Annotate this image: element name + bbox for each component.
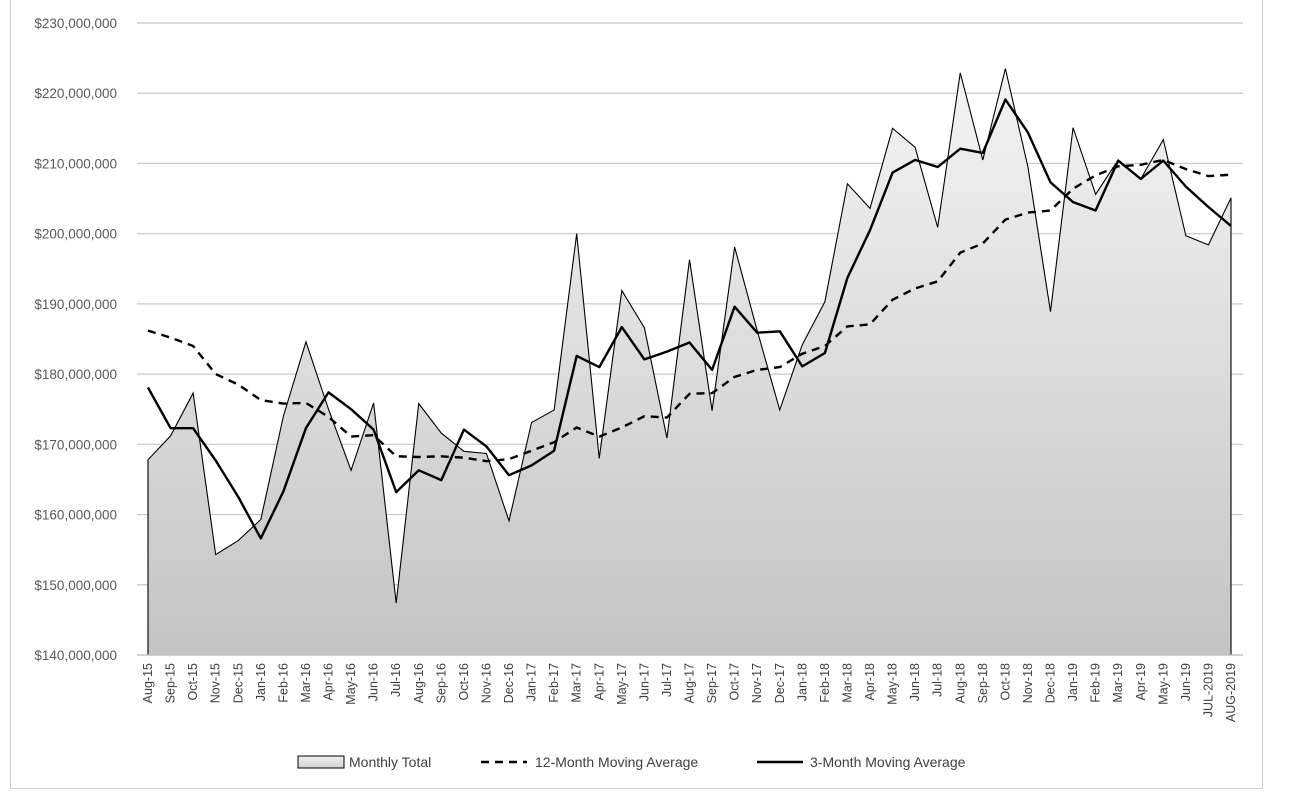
x-tick-label: Nov-16 bbox=[479, 663, 493, 703]
x-tick-label: Feb-18 bbox=[818, 663, 832, 703]
y-tick-label: $180,000,000 bbox=[34, 367, 117, 382]
y-tick-label: $210,000,000 bbox=[34, 156, 117, 171]
x-tick-label: Dec-18 bbox=[1044, 663, 1058, 703]
x-tick-label: Oct-16 bbox=[457, 663, 471, 701]
x-tick-label: May-17 bbox=[615, 663, 629, 705]
x-tick-label: Dec-17 bbox=[773, 663, 787, 703]
x-tick-label: Aug-17 bbox=[683, 663, 697, 703]
x-tick-label: Apr-19 bbox=[1134, 663, 1148, 701]
monthly-total-outline bbox=[147, 68, 1232, 655]
x-tick-label: Nov-15 bbox=[209, 663, 223, 703]
x-tick-label: Oct-15 bbox=[186, 663, 200, 701]
y-tick-label: $220,000,000 bbox=[34, 86, 117, 101]
chart-legend: Monthly Total 12-Month Moving Average 3-… bbox=[297, 754, 966, 770]
x-tick-label: Jul-18 bbox=[931, 663, 945, 697]
x-tick-label: Feb-17 bbox=[547, 663, 561, 703]
legend-label: 12-Month Moving Average bbox=[535, 754, 698, 770]
legend-item-monthly-total[interactable]: Monthly Total bbox=[297, 754, 431, 770]
legend-label: Monthly Total bbox=[349, 754, 431, 770]
y-tick-label: $140,000,000 bbox=[34, 648, 117, 663]
x-tick-label: Sep-15 bbox=[164, 663, 178, 703]
x-tick-label: Feb-16 bbox=[276, 663, 290, 703]
x-tick-label: Sep-18 bbox=[976, 663, 990, 703]
monthly-total-area bbox=[137, 68, 1243, 656]
x-tick-label: Jan-19 bbox=[1066, 663, 1080, 701]
x-tick-label: Mar-17 bbox=[570, 663, 584, 703]
x-tick-label: Dec-15 bbox=[231, 663, 245, 703]
x-tick-label: Dec-16 bbox=[502, 663, 516, 703]
x-tick-label: AUG-2019 bbox=[1224, 663, 1238, 722]
x-tick-label: Sep-17 bbox=[705, 663, 719, 703]
x-tick-label: Jun-17 bbox=[637, 663, 651, 701]
y-tick-label: $170,000,000 bbox=[34, 437, 117, 452]
x-tick-label: May-16 bbox=[344, 663, 358, 705]
x-tick-label: May-19 bbox=[1156, 663, 1170, 705]
x-tick-label: Nov-18 bbox=[1021, 663, 1035, 703]
x-tick-label: Oct-17 bbox=[728, 663, 742, 701]
legend-item-12-month-average[interactable]: 12-Month Moving Average bbox=[481, 754, 698, 770]
legend-item-3-month-average[interactable]: 3-Month Moving Average bbox=[757, 754, 966, 770]
x-tick-label: Mar-18 bbox=[840, 663, 854, 703]
x-tick-label: Apr-16 bbox=[322, 663, 336, 701]
x-tick-label: Jun-18 bbox=[908, 663, 922, 701]
x-tick-label: Aug-18 bbox=[953, 663, 967, 703]
moving-average-lines bbox=[146, 98, 1232, 540]
x-tick-label: Mar-16 bbox=[299, 663, 313, 703]
x-tick-label: Jan-16 bbox=[254, 663, 268, 701]
x-tick-label: JUL-2019 bbox=[1201, 663, 1215, 717]
area-fill bbox=[148, 68, 1231, 655]
y-tick-label: $190,000,000 bbox=[34, 297, 117, 312]
twelve-month-average-line bbox=[147, 158, 1232, 463]
x-tick-label: Jan-18 bbox=[795, 663, 809, 701]
x-tick-label: Oct-18 bbox=[998, 663, 1012, 701]
x-tick-label: Jul-16 bbox=[389, 663, 403, 697]
y-axis-labels: $140,000,000 $150,000,000 $160,000,000 $170… bbox=[34, 16, 117, 663]
three-month-average-line bbox=[146, 98, 1232, 540]
x-tick-label: Jun-19 bbox=[1179, 663, 1193, 701]
x-axis-labels: Aug-15 Sep-15 Oct-15 Nov-15 Dec-15 Jan-16 Feb-… bbox=[141, 663, 1238, 722]
y-tick-label: $200,000,000 bbox=[34, 227, 117, 242]
x-tick-label: Mar-19 bbox=[1111, 663, 1125, 703]
x-tick-label: Aug-15 bbox=[141, 663, 155, 703]
y-tick-label: $230,000,000 bbox=[34, 16, 117, 31]
area-swatch-icon bbox=[297, 755, 345, 769]
x-tick-label: Feb-19 bbox=[1089, 663, 1103, 703]
x-tick-label: Jul-17 bbox=[660, 663, 674, 697]
x-tick-label: Jun-16 bbox=[367, 663, 381, 701]
x-tick-label: Aug-16 bbox=[412, 663, 426, 703]
x-tick-label: Apr-17 bbox=[592, 663, 606, 701]
x-tick-label: Jan-17 bbox=[525, 663, 539, 701]
y-tick-label: $150,000,000 bbox=[34, 578, 117, 593]
legend-label: 3-Month Moving Average bbox=[810, 754, 966, 770]
x-tick-label: Apr-18 bbox=[863, 663, 877, 701]
x-tick-label: Nov-17 bbox=[750, 663, 764, 703]
x-tick-label: Sep-16 bbox=[434, 663, 448, 703]
x-tick-label: May-18 bbox=[886, 663, 900, 705]
y-tick-label: $160,000,000 bbox=[34, 508, 117, 523]
